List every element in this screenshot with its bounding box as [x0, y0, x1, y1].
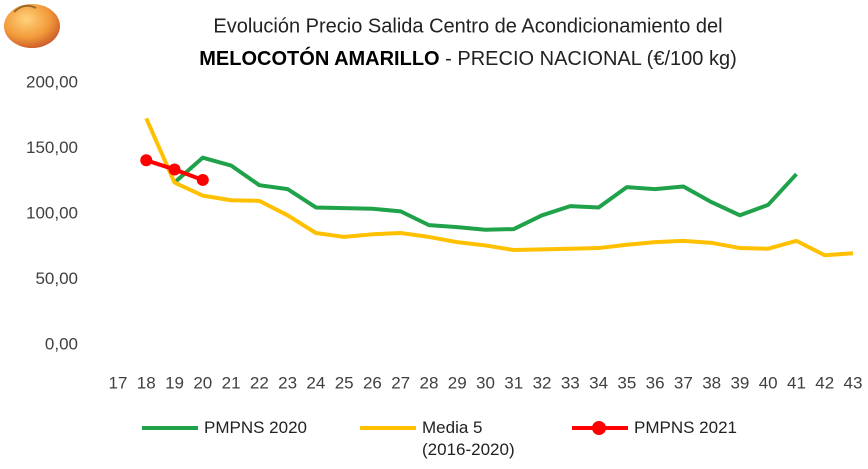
y-tick-label: 150,00 [26, 138, 78, 157]
x-tick-label: 21 [222, 373, 241, 392]
peach-icon [4, 4, 60, 48]
x-tick-label: 39 [730, 373, 749, 392]
title-suffix: - PRECIO NACIONAL (€/100 kg) [440, 48, 737, 70]
chart-title: Evolución Precio Salida Centro de Acondi… [213, 15, 722, 37]
series-line [175, 158, 797, 230]
y-tick-label: 200,00 [26, 72, 78, 91]
x-tick-label: 27 [391, 373, 410, 392]
x-tick-label: 28 [420, 373, 439, 392]
legend-label: PMPNS 2021 [634, 417, 834, 439]
x-tick-label: 20 [193, 373, 212, 392]
chart-subtitle: MELOCOTÓN AMARILLO - PRECIO NACIONAL (€/… [199, 46, 736, 70]
y-tick-label: 50,00 [35, 269, 78, 288]
x-tick-label: 32 [533, 373, 552, 392]
marker [197, 174, 209, 186]
x-tick-label: 40 [759, 373, 778, 392]
y-tick-label: 100,00 [26, 203, 78, 222]
x-tick-label: 19 [165, 373, 184, 392]
legend-entry: Media 5 (2016-2020) [360, 420, 526, 461]
chart: Evolución Precio Salida Centro de Acondi… [0, 0, 868, 469]
marker [140, 154, 152, 166]
x-tick-label: 23 [278, 373, 297, 392]
page: Evolución Precio Salida Centro de Acondi… [0, 0, 868, 469]
legend-swatch [142, 420, 198, 436]
x-tick-label: 34 [589, 373, 608, 392]
x-tick-label: 30 [476, 373, 495, 392]
legend-swatch [360, 420, 416, 436]
legend-entry: PMPNS 2021 [572, 420, 834, 439]
x-tick-label: 25 [335, 373, 354, 392]
x-tick-label: 24 [306, 373, 325, 392]
series-line [146, 118, 853, 255]
x-tick-label: 29 [448, 373, 467, 392]
x-tick-label: 31 [504, 373, 523, 392]
legend-label: Media 5 (2016-2020) [422, 417, 526, 461]
x-tick-label: 33 [561, 373, 580, 392]
x-tick-label: 35 [617, 373, 636, 392]
x-tick-label: 26 [363, 373, 382, 392]
x-tick-label: 42 [815, 373, 834, 392]
title-highlight: MELOCOTÓN AMARILLO [199, 46, 439, 70]
x-tick-label: 41 [787, 373, 806, 392]
y-tick-label: 0,00 [45, 334, 78, 353]
x-tick-label: 18 [137, 373, 156, 392]
x-tick-label: 43 [844, 373, 863, 392]
x-tick-label: 22 [250, 373, 269, 392]
legend-swatch [572, 420, 628, 436]
x-tick-label: 17 [109, 373, 128, 392]
x-tick-label: 36 [646, 373, 665, 392]
marker [169, 163, 181, 175]
x-tick-label: 38 [702, 373, 721, 392]
x-tick-label: 37 [674, 373, 693, 392]
